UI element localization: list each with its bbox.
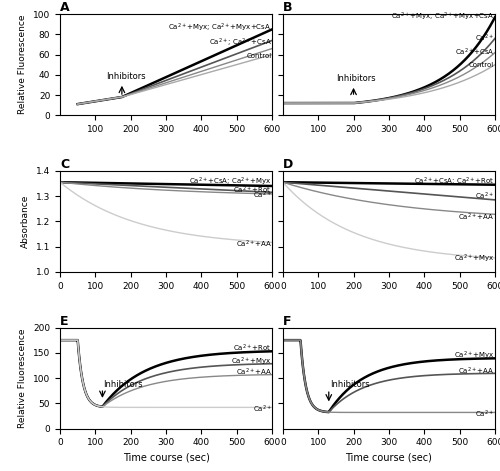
Text: Inhibitors: Inhibitors	[336, 74, 376, 83]
Text: E: E	[60, 315, 68, 327]
Text: Ca$^{2+}$+Myx: Ca$^{2+}$+Myx	[454, 350, 494, 363]
Text: Ca$^{2+}$+Myx: Ca$^{2+}$+Myx	[454, 253, 494, 266]
Text: Ca$^{2+}$+Myx: Ca$^{2+}$+Myx	[231, 355, 272, 367]
Text: Inhibitors: Inhibitors	[104, 380, 143, 389]
Text: Ca$^{2+}$: Ca$^{2+}$	[476, 33, 494, 44]
Y-axis label: Relative Fluorescence: Relative Fluorescence	[18, 15, 28, 114]
Text: Control: Control	[246, 53, 272, 58]
Text: C: C	[60, 158, 69, 171]
Text: Ca$^{2+}$+CsA: Ca$^{2+}$+CsA	[454, 47, 494, 58]
Text: Ca$^{2+}$+AA: Ca$^{2+}$+AA	[458, 365, 494, 377]
X-axis label: Time course (sec): Time course (sec)	[122, 453, 210, 463]
Text: Ca$^{2+}$+Rot: Ca$^{2+}$+Rot	[234, 343, 272, 354]
Text: D: D	[283, 158, 293, 171]
Y-axis label: Relative Fluorescence: Relative Fluorescence	[18, 328, 28, 428]
Text: Ca$^{2+}$+AA: Ca$^{2+}$+AA	[458, 212, 494, 223]
Text: Ca$^{2+}$+AA: Ca$^{2+}$+AA	[236, 366, 272, 378]
Text: Ca$^{2+}$: Ca$^{2+}$	[476, 191, 494, 202]
Text: Ca$^{2+}$: Ca$^{2+}$	[476, 409, 494, 420]
Text: Ca$^{2+}$+Myx; Ca$^{2+}$+Myx+CsA: Ca$^{2+}$+Myx; Ca$^{2+}$+Myx+CsA	[391, 11, 494, 23]
Text: Ca$^{2+}$+AA: Ca$^{2+}$+AA	[236, 238, 272, 250]
Text: Ca$^{2+}$: Ca$^{2+}$	[252, 404, 272, 415]
Text: Control: Control	[469, 62, 494, 68]
Y-axis label: Absorbance: Absorbance	[22, 195, 30, 248]
Text: Inhibitors: Inhibitors	[106, 72, 146, 81]
Text: Ca$^{2+}$+Myx; Ca$^{2+}$+Myx+CsA: Ca$^{2+}$+Myx; Ca$^{2+}$+Myx+CsA	[168, 22, 272, 34]
Text: Ca$^{2+}$: Ca$^{2+}$	[252, 190, 272, 201]
Text: Ca$^{2+}$; Ca$^{2+}$+CsA: Ca$^{2+}$; Ca$^{2+}$+CsA	[208, 36, 272, 49]
Text: Ca$^{2+}$+CsA; Ca$^{2+}$+Myx: Ca$^{2+}$+CsA; Ca$^{2+}$+Myx	[188, 176, 272, 188]
Text: Ca$^{2+}$+Rot: Ca$^{2+}$+Rot	[234, 185, 272, 196]
Text: Inhibitors: Inhibitors	[330, 380, 370, 389]
X-axis label: Time course (sec): Time course (sec)	[346, 453, 432, 463]
Text: F: F	[283, 315, 292, 327]
Text: A: A	[60, 1, 70, 14]
Text: Ca$^{2+}$+CsA; Ca$^{2+}$+Rot: Ca$^{2+}$+CsA; Ca$^{2+}$+Rot	[414, 176, 494, 188]
Text: B: B	[283, 1, 292, 14]
